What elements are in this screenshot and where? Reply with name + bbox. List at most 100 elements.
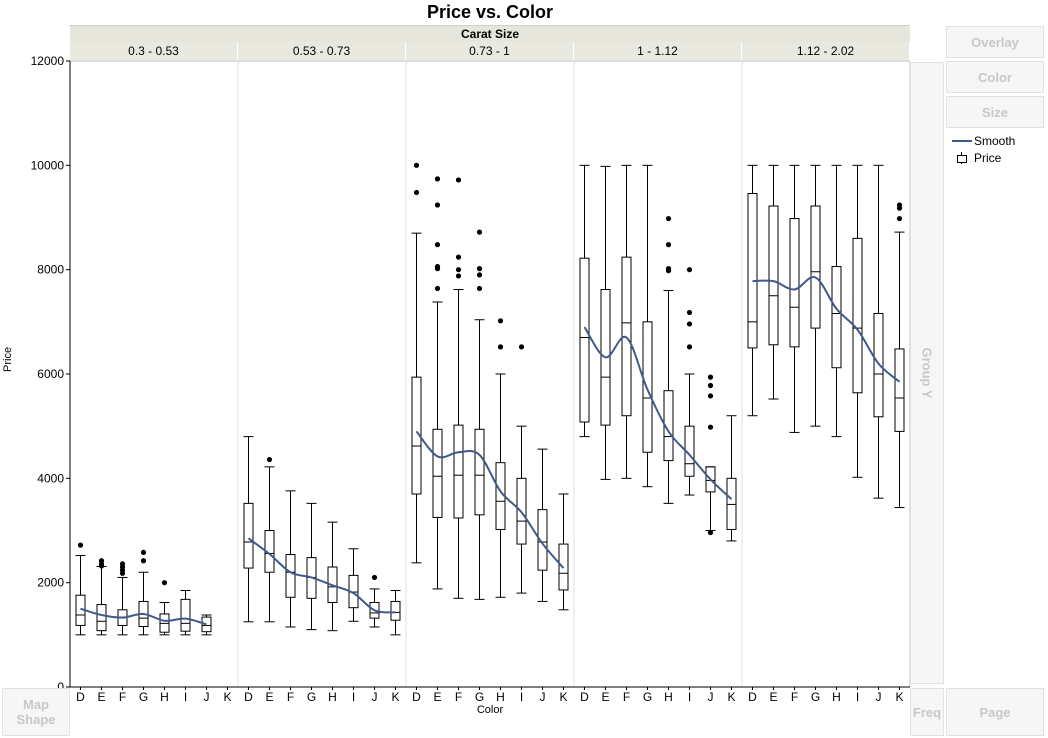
chart-title: Price vs. Color [426, 2, 554, 22]
outlier-point [455, 267, 462, 273]
outlier-point [434, 263, 441, 270]
category-header: 1 - 1.12 [574, 42, 742, 60]
x-tick-label: D [244, 690, 253, 704]
x-tick-label: J [708, 690, 714, 704]
x-tick-label: G [811, 690, 820, 704]
box [243, 502, 254, 569]
color-drop-zone[interactable]: Color [946, 61, 1044, 93]
x-tick-label: E [433, 690, 441, 704]
x-tick-label: E [769, 690, 777, 704]
outlier-point [161, 580, 168, 586]
outlier-point [371, 574, 378, 581]
x-tick-label: F [119, 690, 126, 704]
y-tick-label: 10000 [31, 158, 65, 172]
x-tick-label: E [601, 690, 609, 704]
outlier-point [476, 272, 483, 278]
box [642, 321, 653, 453]
x-tick-label: F [287, 690, 294, 704]
box [369, 601, 380, 619]
x-tick-label: F [455, 690, 462, 704]
outlier-point [140, 549, 147, 556]
outlier-point [707, 424, 714, 430]
x-tick-label: D [76, 690, 85, 704]
x-tick-label: F [791, 690, 798, 704]
x-tick-label: I [856, 690, 859, 704]
outlier-point [707, 374, 714, 380]
y-tick-label: 8000 [37, 263, 64, 277]
box [432, 428, 443, 518]
box [453, 424, 464, 519]
category-header: 0.3 - 0.53 [70, 42, 238, 60]
x-tick-label: G [475, 690, 484, 704]
box [327, 566, 338, 603]
box [579, 257, 590, 423]
category-header: 0.73 - 1 [406, 42, 574, 60]
x-tick-label: F [623, 690, 630, 704]
outlier-point [266, 456, 273, 463]
box [831, 266, 842, 369]
smooth-line [247, 537, 396, 614]
box [390, 600, 401, 621]
size-drop-zone[interactable]: Size [946, 96, 1044, 128]
smooth-line [583, 326, 733, 500]
x-tick-label: K [559, 690, 567, 704]
box [600, 288, 611, 426]
outlier-point [434, 242, 441, 248]
legend-item-smooth[interactable]: Smooth [952, 132, 1015, 149]
box [852, 237, 863, 394]
box [96, 604, 107, 632]
outlier-point [896, 215, 903, 222]
outlier-point [434, 285, 441, 292]
outlier-point [896, 202, 903, 208]
map-shape-drop-zone[interactable]: Map Shape [2, 688, 70, 736]
outlier-point [476, 266, 483, 272]
outlier-point [686, 309, 693, 316]
box [705, 466, 716, 493]
x-axis-label[interactable]: Color [476, 704, 504, 716]
y-tick-label: 12000 [31, 54, 65, 68]
x-tick-label: H [832, 690, 841, 704]
x-tick-label: D [412, 690, 421, 704]
smooth-line [752, 276, 901, 383]
x-tick-label: I [688, 690, 691, 704]
x-tick-label: I [184, 690, 187, 704]
legend-label-price: Price [974, 150, 1002, 165]
outlier-point [497, 318, 504, 324]
x-tick-label: H [160, 690, 169, 704]
box [873, 312, 884, 418]
overlay-drop-zone[interactable]: Overlay [946, 26, 1044, 58]
outlier-point [98, 558, 105, 564]
outlier-point [707, 529, 714, 536]
x-tick-label: D [748, 690, 757, 704]
smooth-line [80, 607, 207, 626]
box [474, 428, 485, 516]
group-x-label[interactable]: Carat Size [70, 25, 910, 42]
outlier-point [497, 344, 504, 350]
outlier-point [140, 558, 147, 564]
box-plot-icon [952, 151, 974, 164]
freq-drop-zone[interactable]: Freq [910, 688, 944, 736]
x-tick-label: K [223, 690, 231, 704]
outlier-point [434, 202, 441, 208]
x-tick-label: D [580, 690, 589, 704]
y-tick-label: 6000 [37, 367, 64, 381]
box [810, 205, 821, 329]
x-tick-label: E [265, 690, 273, 704]
box [201, 616, 212, 633]
legend-item-price[interactable]: Price [952, 149, 1015, 166]
x-tick-label: E [97, 690, 105, 704]
group-y-drop-zone[interactable]: Group Y [910, 62, 944, 684]
page-drop-zone[interactable]: Page [946, 688, 1044, 736]
legend-label-smooth: Smooth [974, 133, 1016, 148]
category-header: 0.53 - 0.73 [238, 42, 406, 60]
x-tick-label: K [391, 690, 399, 704]
category-header: 1.12 - 2.02 [742, 42, 910, 60]
outlier-point [665, 215, 672, 222]
outlier-point [686, 344, 693, 350]
outlier-point [476, 229, 483, 235]
x-tick-label: H [664, 690, 673, 704]
box [621, 256, 632, 417]
x-tick-label: J [540, 690, 546, 704]
x-tick-label: J [204, 690, 210, 704]
